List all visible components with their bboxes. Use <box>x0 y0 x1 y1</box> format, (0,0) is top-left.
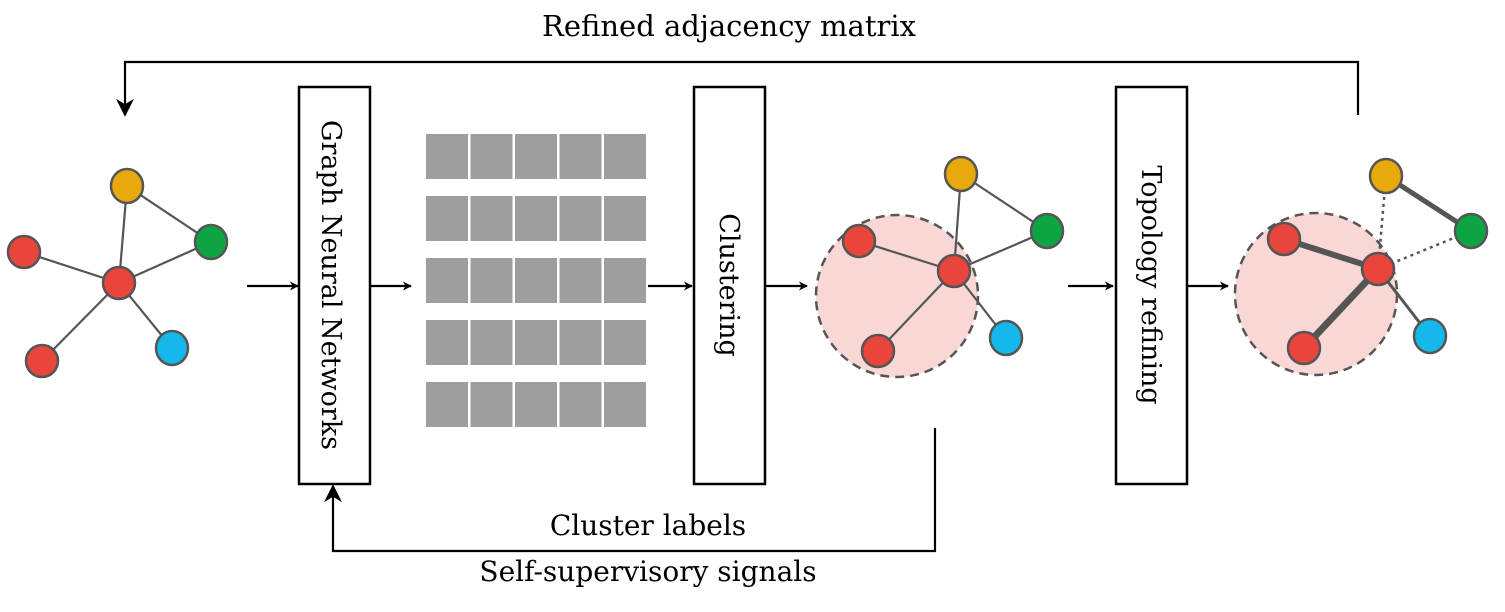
embedding-cell <box>470 258 513 303</box>
clustered-graph <box>814 155 1065 379</box>
gnn-label: Graph Neural Networks <box>315 120 346 450</box>
embedding-cell <box>604 258 646 303</box>
node-green <box>1029 212 1065 250</box>
cluster-labels-label: Cluster labels <box>550 509 746 542</box>
embedding-cell <box>515 196 557 241</box>
embedding-cell <box>426 134 468 179</box>
embedding-cell <box>559 382 602 427</box>
embedding-cell <box>559 258 602 303</box>
node-yellow <box>109 167 145 205</box>
embedding-cell <box>426 382 468 427</box>
node-yellow <box>1368 157 1404 195</box>
node-red <box>6 234 42 270</box>
clustering-label: Clustering <box>713 213 744 357</box>
node-green <box>193 223 229 261</box>
embedding-matrix <box>426 134 646 427</box>
embedding-cell <box>470 320 513 365</box>
embedding-cell <box>515 382 557 427</box>
refined-adjacency-arrow <box>116 60 1360 117</box>
node-cyan <box>1412 317 1448 355</box>
embedding-cell <box>470 382 513 427</box>
refined-graph <box>1233 157 1489 377</box>
input-graph <box>6 167 229 379</box>
embedding-cell <box>604 320 646 365</box>
node-red <box>860 333 896 369</box>
embedding-cell <box>426 196 468 241</box>
node-red-center <box>936 253 972 289</box>
embedding-cell <box>515 258 557 303</box>
node-red-center <box>101 265 137 301</box>
node-red <box>24 343 60 379</box>
node-green <box>1453 212 1489 250</box>
node-red <box>1286 330 1322 366</box>
embedding-cell <box>559 320 602 365</box>
cluster-region <box>814 213 980 379</box>
embedding-cell <box>470 134 513 179</box>
embedding-cell <box>604 196 646 241</box>
refined-adjacency-label: Refined adjacency matrix <box>542 9 916 43</box>
node-cyan <box>988 319 1024 357</box>
node-red <box>1266 221 1302 257</box>
embedding-cell <box>604 382 646 427</box>
node-red-center <box>1360 251 1396 287</box>
node-yellow <box>943 155 979 193</box>
embedding-cell <box>604 134 646 179</box>
self-supervisory-label: Self-supervisory signals <box>479 555 816 588</box>
gnn-box <box>297 85 372 486</box>
topology-refining-label: Topology refining <box>1135 165 1166 404</box>
embedding-cell <box>470 196 513 241</box>
embedding-cell <box>559 134 602 179</box>
embedding-cell <box>515 134 557 179</box>
embedding-cell <box>426 258 468 303</box>
embedding-cell <box>515 320 557 365</box>
node-cyan <box>154 329 190 367</box>
topology-refining-box <box>1114 85 1189 486</box>
node-red <box>841 223 877 259</box>
self-supervision-arrow <box>324 428 937 553</box>
embedding-cell <box>559 196 602 241</box>
embedding-cell <box>426 320 468 365</box>
clustering-box <box>692 85 767 486</box>
